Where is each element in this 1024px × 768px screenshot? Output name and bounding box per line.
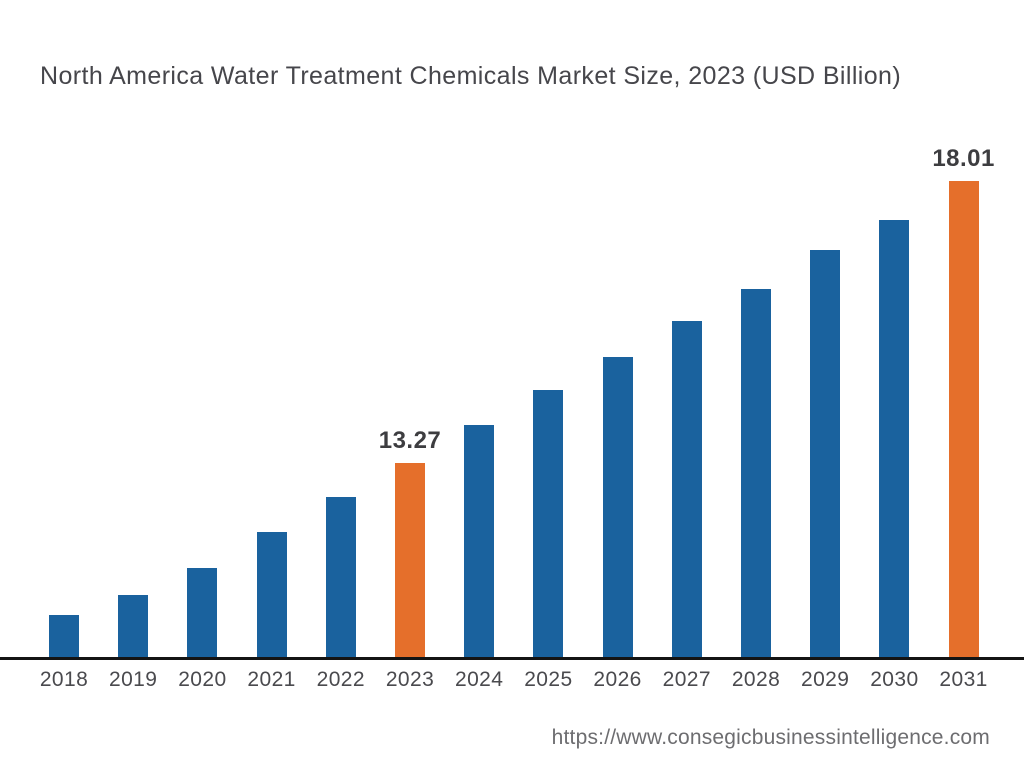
bar-2019	[118, 595, 149, 657]
x-axis-label-2018: 2018	[39, 668, 89, 691]
x-axis-label-2021: 2021	[247, 668, 296, 691]
x-axis-label-2023: 2023	[385, 668, 435, 691]
x-axis-label-2022: 2022	[316, 668, 365, 691]
x-axis-label-2030: 2030	[870, 668, 919, 691]
bar-2027	[671, 321, 702, 657]
plot-area: 13.27 18.01	[49, 145, 995, 657]
x-axis-label-2025: 2025	[524, 668, 573, 691]
x-axis-line	[0, 657, 1024, 660]
bar-2018	[49, 615, 79, 657]
data-label-2031: 18.01	[932, 145, 995, 172]
x-axis-label-2019: 2019	[109, 668, 158, 691]
bar-2020	[187, 568, 218, 657]
x-axis-label-2024: 2024	[455, 668, 504, 691]
chart-title: North America Water Treatment Chemicals …	[40, 62, 902, 90]
x-axis-label-2026: 2026	[593, 668, 642, 691]
source-url: https://www.consegicbusinessintelligence…	[551, 726, 990, 749]
bar-2031	[948, 181, 979, 657]
x-axis-label-2027: 2027	[662, 668, 711, 691]
bar-2026	[602, 357, 633, 657]
x-axis-label-2020: 2020	[178, 668, 227, 691]
bar-2029	[810, 250, 841, 657]
bar-2025	[533, 390, 564, 657]
x-axis-label-2029: 2029	[801, 668, 850, 691]
x-axis-label-2031: 2031	[939, 668, 988, 691]
bar-2021	[256, 532, 287, 657]
x-axis-label-2028: 2028	[731, 668, 781, 691]
bar-2022	[325, 497, 356, 657]
bar-2028	[741, 289, 771, 657]
bar-2024	[464, 425, 495, 657]
data-label-2023: 13.27	[378, 427, 442, 454]
bar-2030	[879, 220, 910, 657]
bar-2023	[395, 463, 425, 657]
